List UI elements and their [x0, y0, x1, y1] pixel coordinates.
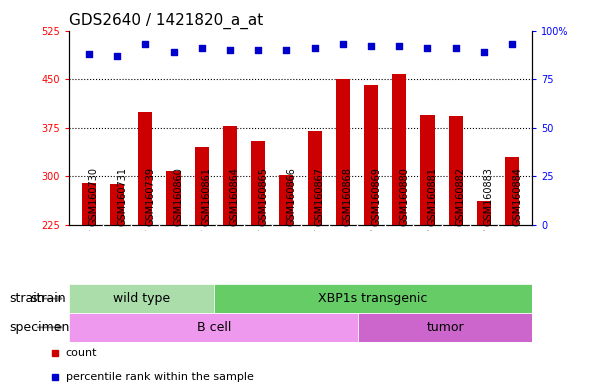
Text: GSM160865: GSM160865: [258, 167, 268, 227]
Bar: [251, 141, 265, 225]
Text: GSM160884: GSM160884: [512, 167, 522, 227]
Text: B cell: B cell: [197, 321, 231, 334]
Point: [84, 51, 94, 57]
Text: GSM160739: GSM160739: [145, 167, 155, 227]
Bar: [308, 131, 322, 225]
Bar: [421, 115, 435, 225]
Text: GSM160882: GSM160882: [456, 167, 466, 227]
Text: XBP1s transgenic: XBP1s transgenic: [318, 292, 427, 305]
Point: [394, 43, 404, 49]
Bar: [279, 175, 293, 225]
Text: GSM160731: GSM160731: [117, 167, 127, 227]
Text: GSM160881: GSM160881: [427, 167, 438, 227]
Bar: [214, 284, 532, 313]
Text: GSM160883: GSM160883: [484, 167, 494, 227]
Text: GSM160860: GSM160860: [174, 167, 183, 227]
Text: GSM160880: GSM160880: [399, 167, 409, 227]
Point: [310, 45, 319, 51]
Text: GSM160869: GSM160869: [371, 167, 381, 227]
Bar: [477, 201, 491, 225]
Text: GSM160864: GSM160864: [230, 167, 240, 227]
Text: GDS2640 / 1421820_a_at: GDS2640 / 1421820_a_at: [69, 13, 263, 29]
Text: count: count: [66, 348, 97, 358]
Point: [225, 47, 235, 53]
Text: GSM160861: GSM160861: [202, 167, 212, 227]
Text: strain: strain: [9, 292, 44, 305]
Bar: [505, 157, 519, 225]
Point: [507, 41, 517, 47]
Bar: [223, 126, 237, 225]
Point: [141, 41, 150, 47]
Point: [169, 49, 178, 55]
Bar: [392, 74, 406, 225]
Bar: [358, 313, 532, 342]
Bar: [448, 116, 463, 225]
Point: [451, 45, 460, 51]
Bar: [138, 111, 153, 225]
Text: GSM160730: GSM160730: [89, 167, 99, 227]
Text: GSM160868: GSM160868: [343, 167, 353, 227]
Bar: [82, 183, 96, 225]
Point: [423, 45, 432, 51]
Bar: [195, 147, 209, 225]
Bar: [364, 85, 378, 225]
Point: [479, 49, 489, 55]
Text: specimen: specimen: [9, 321, 69, 334]
Text: GSM160867: GSM160867: [314, 167, 325, 227]
Text: wild type: wild type: [113, 292, 170, 305]
Bar: [69, 284, 214, 313]
Point: [366, 43, 376, 49]
Bar: [69, 313, 358, 342]
Text: GSM160866: GSM160866: [287, 167, 296, 227]
Point: [197, 45, 207, 51]
Text: tumor: tumor: [426, 321, 464, 334]
Point: [282, 47, 291, 53]
Point: [254, 47, 263, 53]
Point: [338, 41, 347, 47]
Bar: [166, 171, 180, 225]
Point: [112, 53, 122, 59]
Text: strain: strain: [31, 292, 66, 305]
Bar: [110, 184, 124, 225]
Text: percentile rank within the sample: percentile rank within the sample: [66, 372, 254, 382]
Bar: [336, 79, 350, 225]
